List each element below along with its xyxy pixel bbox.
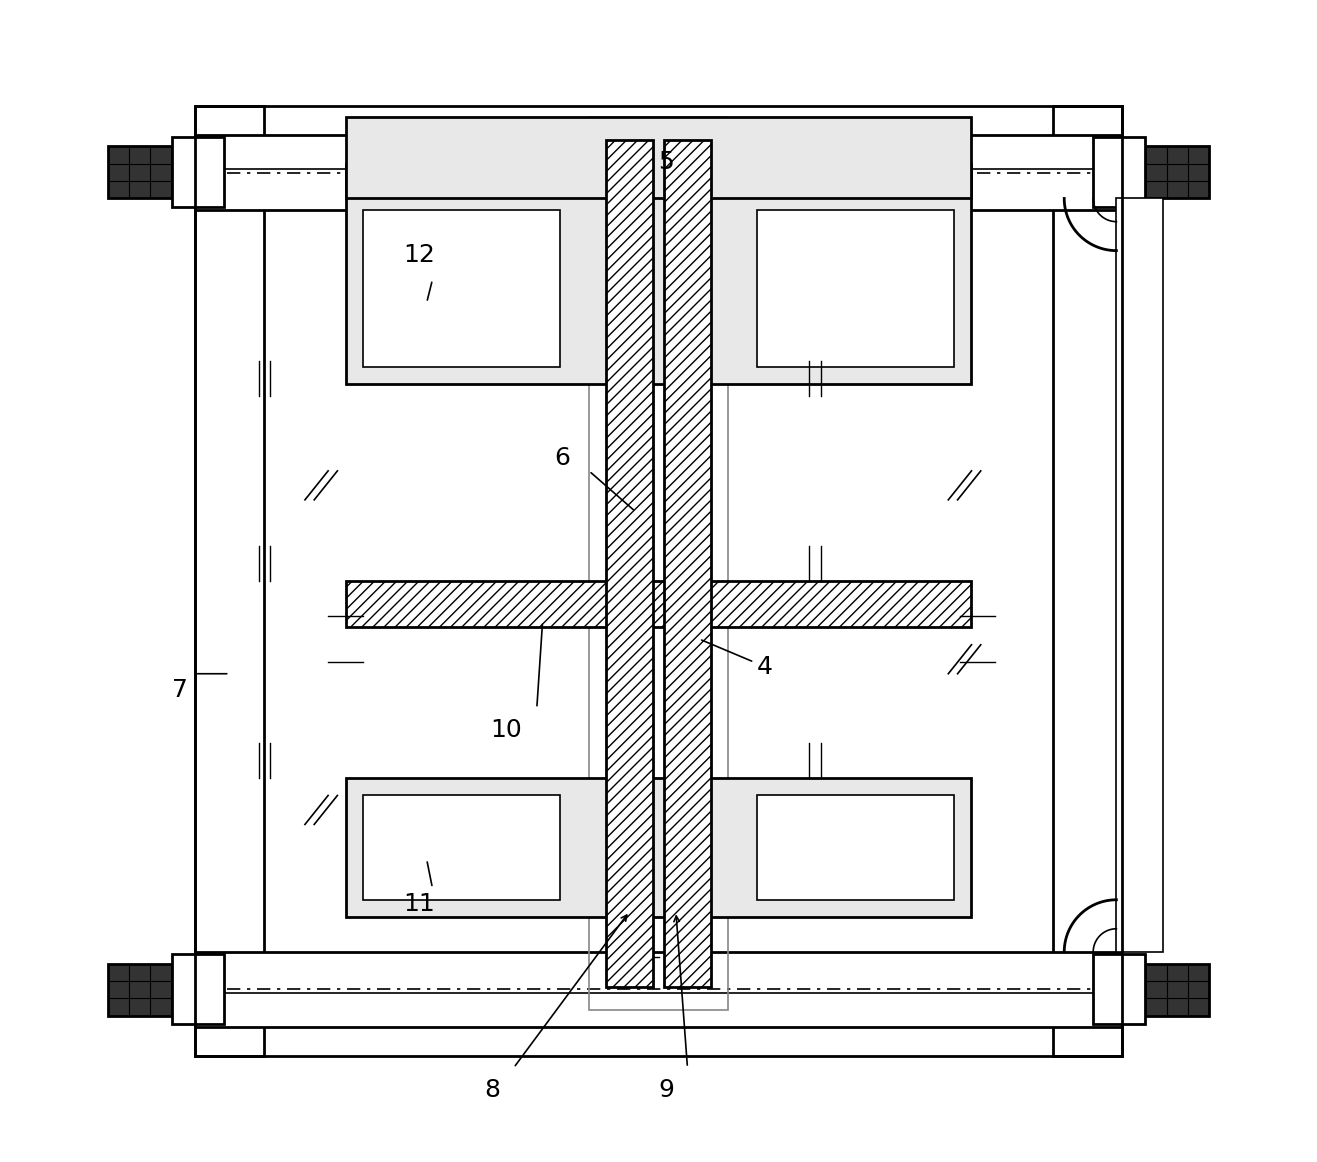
Bar — [1093, 954, 1146, 1024]
Bar — [757, 796, 954, 899]
Text: 11: 11 — [403, 892, 435, 917]
Bar — [1052, 106, 1122, 1056]
Bar — [1146, 146, 1209, 199]
Text: 9: 9 — [658, 1078, 674, 1102]
Bar — [171, 954, 224, 1024]
Bar — [195, 135, 1122, 210]
Bar — [1093, 137, 1146, 207]
Bar — [363, 210, 560, 366]
Bar — [195, 106, 265, 1056]
Text: 10: 10 — [490, 718, 522, 743]
Text: 12: 12 — [403, 243, 436, 267]
Text: 4: 4 — [702, 640, 773, 679]
Text: 6: 6 — [554, 446, 570, 471]
Bar — [345, 581, 972, 627]
Bar — [345, 779, 972, 917]
Bar — [345, 164, 972, 383]
Bar — [108, 963, 171, 1016]
Bar — [1117, 199, 1163, 952]
Bar — [1146, 963, 1209, 1016]
Bar — [363, 796, 560, 899]
Bar — [589, 117, 728, 1010]
Text: 5: 5 — [658, 150, 674, 174]
Bar — [757, 210, 954, 366]
Bar — [108, 146, 171, 199]
Bar — [195, 952, 1122, 1027]
Bar — [171, 137, 224, 207]
Bar — [664, 141, 711, 987]
Text: 7: 7 — [171, 677, 187, 702]
Bar — [606, 141, 653, 987]
Bar — [345, 117, 972, 199]
Text: 8: 8 — [485, 1078, 500, 1102]
Bar — [195, 106, 1122, 1056]
